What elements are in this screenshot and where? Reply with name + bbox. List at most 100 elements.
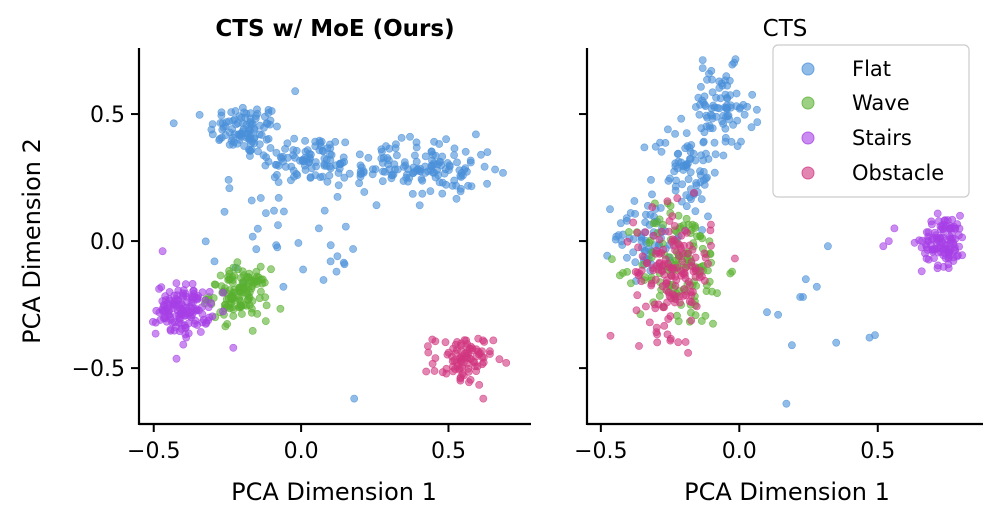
point-obstacle-left — [459, 358, 468, 367]
point-stairs-right — [949, 238, 958, 247]
point-obstacle-left — [430, 367, 439, 375]
point-flat-left — [431, 173, 440, 182]
point-obstacle-right — [638, 252, 647, 261]
point-obstacle-right — [671, 272, 679, 281]
point-flat-left — [471, 130, 480, 139]
point-stairs-right — [937, 225, 945, 234]
point-obstacle-left — [431, 354, 440, 362]
point-flat-right — [753, 118, 762, 126]
point-stairs-left — [229, 343, 238, 352]
point-flat-left — [319, 147, 327, 156]
point-flat-right — [731, 55, 740, 64]
point-obstacle-right — [691, 253, 700, 262]
point-flat-left — [372, 201, 381, 210]
point-flat-left — [341, 138, 350, 147]
point-obstacle-right — [633, 291, 642, 300]
point-obstacle-right — [681, 274, 690, 283]
point-flat-right — [651, 142, 660, 151]
point-flat-right — [710, 138, 719, 147]
point-flat-left — [220, 207, 229, 216]
point-wave-left — [211, 280, 220, 289]
point-flat-right — [732, 89, 741, 98]
point-flat-right — [748, 90, 757, 99]
point-flat-right — [702, 174, 710, 183]
point-flat-left — [448, 181, 457, 190]
legend-box — [772, 44, 970, 198]
legend-marker-stairs — [801, 131, 815, 145]
point-flat-left — [267, 107, 276, 115]
point-wave-left — [237, 302, 246, 310]
point-flat-left — [320, 206, 329, 215]
point-flat-right — [671, 182, 680, 191]
point-flat-right — [692, 103, 700, 111]
point-stairs-left — [148, 317, 157, 326]
point-flat-left — [238, 119, 247, 128]
point-flat-left — [378, 158, 387, 167]
point-flat-right — [677, 114, 686, 123]
point-stairs-right — [890, 224, 899, 233]
point-flat-left — [256, 194, 265, 202]
point-flat-right — [647, 175, 655, 184]
point-flat-left — [289, 151, 297, 160]
point-stairs-left — [202, 318, 211, 327]
point-stairs-left — [205, 287, 214, 296]
y-tick-label-left: −0.5 — [72, 357, 125, 382]
point-stairs-left — [152, 306, 161, 315]
point-flat-left — [452, 194, 461, 203]
point-obstacle-right — [678, 249, 687, 258]
point-wave-left — [225, 286, 234, 294]
point-flat-left — [299, 265, 307, 274]
point-flat-left — [291, 87, 300, 96]
point-wave-right — [698, 234, 706, 243]
point-wave-right — [649, 219, 658, 227]
point-flat-right — [871, 331, 879, 339]
point-flat-left — [247, 196, 256, 205]
point-flat-left — [418, 189, 427, 198]
point-flat-left — [301, 136, 309, 145]
point-obstacle-right — [641, 228, 650, 237]
point-wave-right — [625, 228, 633, 236]
point-flat-right — [664, 125, 672, 134]
point-flat-left — [424, 167, 432, 176]
point-flat-left — [437, 161, 445, 170]
point-flat-right — [616, 219, 625, 228]
point-obstacle-right — [670, 222, 679, 230]
point-obstacle-right — [629, 218, 638, 227]
point-flat-left — [272, 241, 281, 250]
point-wave-right — [701, 311, 710, 320]
point-obstacle-right — [674, 338, 683, 347]
point-stairs-right — [937, 248, 945, 256]
point-flat-left — [277, 154, 286, 163]
point-flat-left — [450, 144, 459, 153]
point-flat-left — [296, 156, 304, 165]
point-flat-right — [695, 110, 704, 119]
point-flat-left — [307, 164, 316, 173]
point-flat-left — [261, 209, 270, 217]
point-flat-right — [682, 202, 691, 211]
point-obstacle-right — [649, 231, 658, 240]
point-wave-left — [237, 310, 246, 318]
point-flat-right — [614, 231, 623, 239]
point-flat-right — [700, 92, 709, 101]
point-flat-left — [245, 152, 254, 160]
point-flat-left — [438, 189, 447, 198]
point-obstacle-right — [645, 318, 654, 327]
point-obstacle-left — [422, 367, 431, 376]
point-obstacle-left — [474, 334, 483, 343]
point-flat-left — [406, 132, 414, 141]
legend-marker-wave — [801, 96, 815, 110]
ticks-left: −0.5 0.0 0.5 −0.5 0.0 0.5 — [72, 103, 466, 464]
ylabel-left: PCA Dimension 2 — [18, 138, 46, 344]
y-tick-label-left: 0.0 — [90, 230, 125, 255]
point-flat-right — [678, 180, 687, 189]
point-obstacle-right — [665, 227, 673, 236]
point-flat-right — [743, 102, 752, 111]
point-flat-left — [270, 206, 278, 215]
point-wave-left — [262, 301, 271, 310]
point-obstacle-left — [485, 347, 494, 356]
point-flat-left — [442, 135, 450, 144]
point-flat-right — [774, 310, 782, 319]
point-flat-left — [380, 167, 389, 176]
point-obstacle-right — [675, 292, 684, 301]
point-obstacle-right — [686, 281, 694, 289]
